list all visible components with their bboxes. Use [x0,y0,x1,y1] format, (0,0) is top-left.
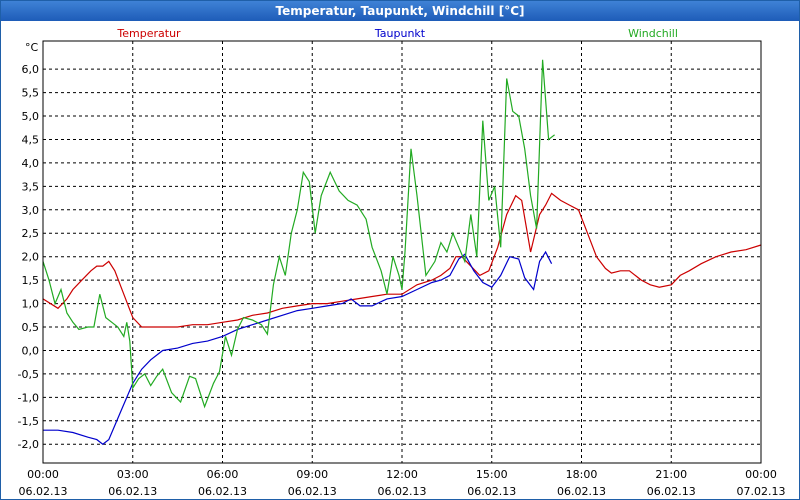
x-tick-date: 06.02.13 [108,485,157,498]
y-axis-unit: °C [25,41,39,54]
x-tick-time: 00:00 [745,468,777,481]
x-tick-time: 15:00 [476,468,508,481]
series-temperatur-line [42,192,762,328]
legend-taupunkt: Taupunkt [374,27,426,40]
grid [43,41,761,463]
y-tick-label: 3,0 [22,204,40,217]
x-tick-date: 06.02.13 [557,485,606,498]
x-tick-date: 06.02.13 [198,485,247,498]
y-tick-label: 4,5 [22,133,40,146]
y-tick-label: 3,5 [22,180,40,193]
x-tick-time: 21:00 [655,468,687,481]
x-tick-date: 06.02.13 [467,485,516,498]
y-tick-label: 1,5 [22,274,40,287]
y-tick-label: 2,5 [22,227,40,240]
series-lines [42,59,762,445]
x-tick-time: 18:00 [566,468,598,481]
legend-temperatur: Temperatur [116,27,181,40]
y-tick-label: 1,0 [22,298,40,311]
x-tick-date: 06.02.13 [288,485,337,498]
series-windchill-line [42,59,555,409]
chart-plot: Temperatur Taupunkt Windchill °C -2,0 -1,… [18,27,786,498]
x-tick-time: 00:00 [27,468,59,481]
y-tick-label: 5,5 [22,87,40,100]
series-taupunkt-line [43,250,553,445]
y-tick-label: 4,0 [22,157,40,170]
x-tick-date: 06.02.13 [647,485,696,498]
y-tick-label: 0,0 [22,344,40,357]
x-tick-time: 06:00 [207,468,239,481]
y-tick-label: 0,5 [22,321,40,334]
x-tick-date: 06.02.13 [378,485,427,498]
chart-title: Temperatur, Taupunkt, Windchill [°C] [1,1,799,21]
y-tick-label: 5,0 [22,110,40,123]
y-tick-label: -2,0 [18,438,39,451]
x-tick-time: 03:00 [117,468,149,481]
x-tick-time: 09:00 [296,468,328,481]
plot-area-border [42,40,762,464]
x-tick-labels: 00:00 06.02.13 03:00 06.02.13 06:00 06.02.13 0… [19,468,786,498]
x-tick-date: 07.02.13 [737,485,786,498]
y-tick-label: 2,0 [22,251,40,264]
legend-windchill: Windchill [628,27,678,40]
y-tick-labels: -2,0 -1,5 -1,0 -0,5 0,0 0,5 1,0 1,5 2,0 2,5 3,0 3,5… [18,63,39,451]
x-tick-time: 12:00 [386,468,418,481]
y-tick-label: -0,5 [18,368,39,381]
y-tick-label: 6,0 [22,63,40,76]
x-tick-date: 06.02.13 [19,485,68,498]
y-tick-label: -1,5 [18,415,39,428]
y-tick-label: -1,0 [18,391,39,404]
